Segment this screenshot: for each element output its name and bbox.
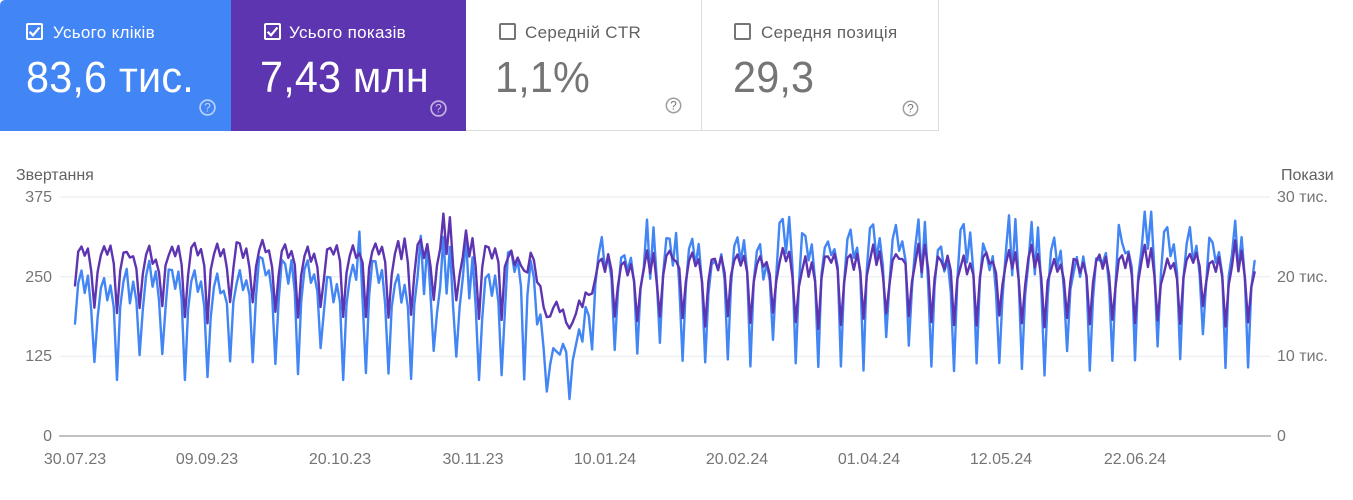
svg-text:?: ? (670, 98, 677, 112)
svg-text:?: ? (907, 101, 914, 115)
svg-text:?: ? (435, 101, 442, 115)
svg-text:?: ? (204, 100, 211, 114)
